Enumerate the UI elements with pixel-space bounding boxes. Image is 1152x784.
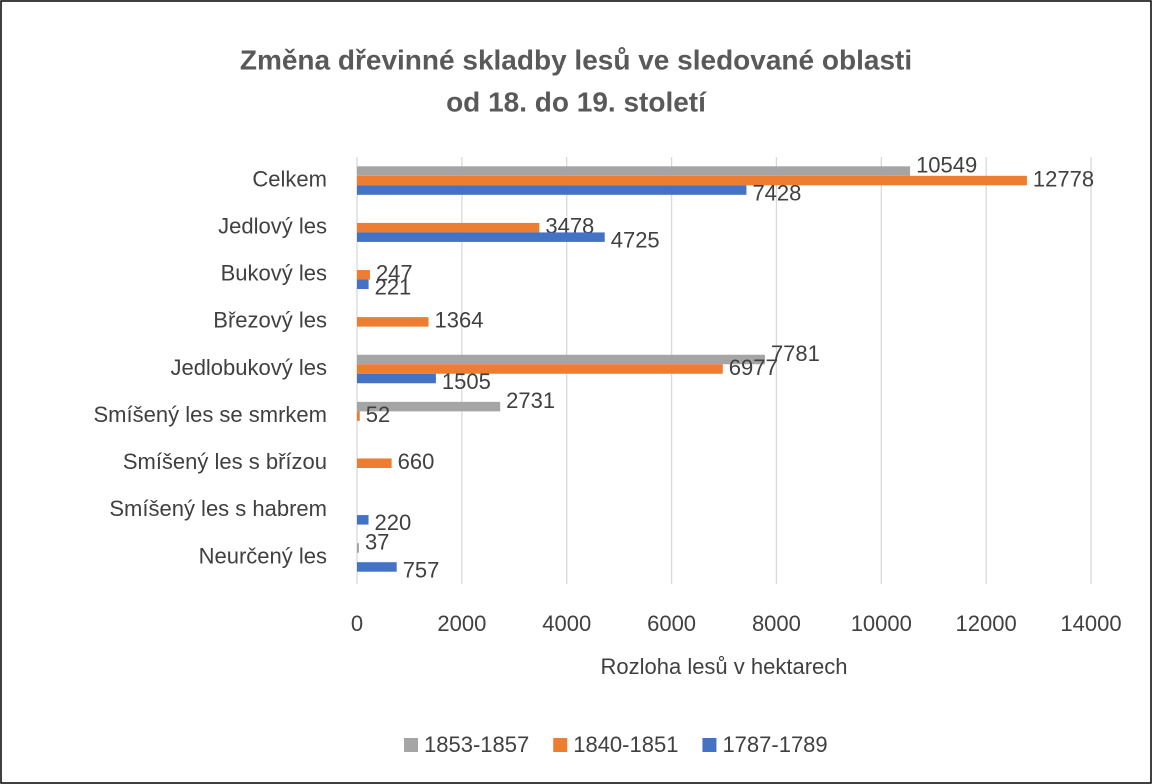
- y-tick-label: Neurčený les: [199, 543, 327, 568]
- data-label: 6977: [729, 355, 778, 380]
- bar: [357, 317, 429, 327]
- y-tick-label: Jedlobukový les: [170, 355, 327, 380]
- y-tick-label: Jedlový les: [218, 213, 327, 238]
- y-tick-label: Celkem: [252, 166, 327, 191]
- bar: [357, 354, 765, 365]
- bar: [357, 222, 540, 233]
- y-tick-label: Smíšený les s břízou: [123, 449, 327, 474]
- bar: [357, 401, 501, 412]
- x-axis-label: Rozloha lesů v hektarech: [600, 654, 847, 679]
- bar: [357, 373, 436, 384]
- legend-swatch: [404, 738, 418, 752]
- data-label: 660: [398, 449, 435, 474]
- x-tick-label: 14000: [1060, 611, 1121, 636]
- data-label: 10549: [916, 152, 977, 177]
- bar: [357, 364, 723, 374]
- y-tick-label: Březový les: [213, 308, 327, 333]
- bar: [357, 185, 747, 195]
- x-tick-label: 8000: [752, 611, 801, 636]
- bar: [357, 279, 369, 290]
- bar: [357, 562, 397, 572]
- y-tick-label: Smíšený les s habrem: [109, 496, 327, 521]
- x-tick-label: 12000: [956, 611, 1017, 636]
- bar: [357, 458, 392, 468]
- data-label: 4725: [611, 227, 660, 252]
- data-label: 757: [403, 557, 440, 582]
- x-tick-label: 10000: [851, 611, 912, 636]
- y-tick-label: Bukový les: [221, 261, 327, 286]
- data-label: 221: [375, 275, 412, 300]
- x-tick-label: 2000: [437, 611, 486, 636]
- bar: [357, 515, 369, 525]
- data-label: 247: [376, 261, 413, 286]
- bar: [357, 411, 360, 421]
- bar: [357, 175, 1027, 186]
- data-label: 12778: [1033, 166, 1094, 191]
- data-label: 220: [375, 510, 412, 535]
- bar: [357, 232, 605, 242]
- bar: [357, 166, 911, 176]
- legend-swatch: [702, 738, 717, 752]
- data-label: 37: [365, 529, 389, 554]
- bar: [357, 270, 370, 280]
- data-label: 7781: [771, 341, 820, 366]
- data-label: 7428: [752, 180, 801, 205]
- legend-label: 1853-1857: [424, 732, 529, 757]
- data-label: 1505: [442, 369, 491, 394]
- legend-swatch: [553, 738, 568, 752]
- x-tick-label: 0: [351, 611, 363, 636]
- data-label: 1364: [435, 308, 484, 333]
- legend-label: 1787-1789: [722, 732, 827, 757]
- chart-title: Změna dřevinné skladby lesů ve sledované…: [240, 44, 912, 75]
- y-tick-label: Smíšený les se smrkem: [94, 402, 328, 427]
- chart-title: od 18. do 19. století: [446, 86, 707, 117]
- data-label: 52: [366, 402, 390, 427]
- legend-label: 1840-1851: [573, 732, 678, 757]
- x-tick-label: 6000: [647, 611, 696, 636]
- data-label: 2731: [506, 388, 555, 413]
- x-tick-label: 4000: [542, 611, 591, 636]
- bar: [357, 543, 359, 553]
